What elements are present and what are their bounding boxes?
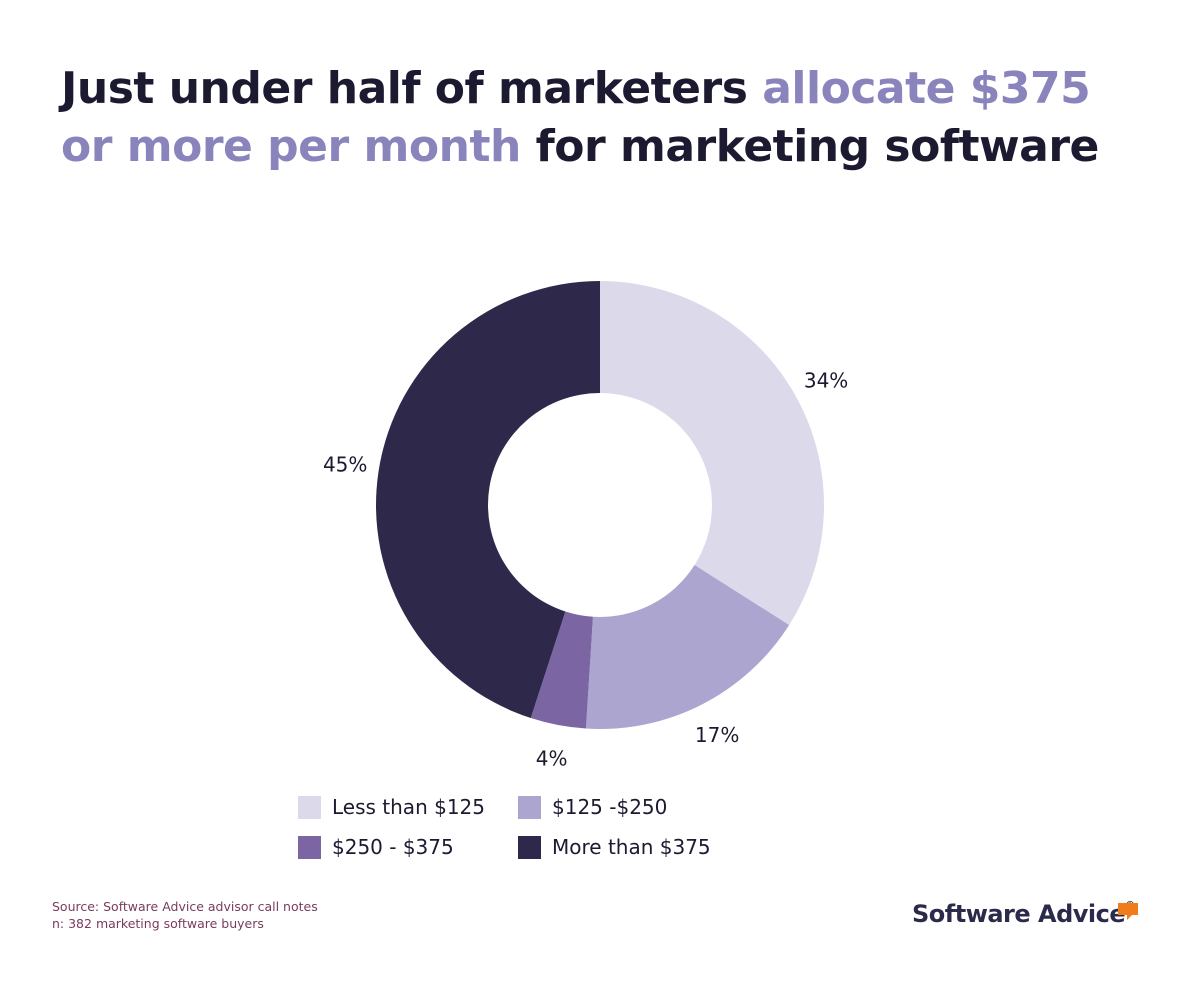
logo-text: Software Advice — [912, 900, 1126, 928]
legend-item-250-375: $250 - $375 — [298, 834, 518, 860]
sample-size-line: n: 382 marketing software buyers — [52, 916, 264, 931]
data-label-less-than-125: 34% — [804, 369, 848, 393]
legend-swatch — [298, 795, 321, 819]
slice-more-than-375 — [375, 281, 600, 719]
slice-250-375 — [530, 611, 593, 729]
title-part-2: for marketing software — [520, 121, 1100, 172]
software-advice-logo: Software Advice® — [912, 900, 1135, 928]
data-label-250-375: 4% — [536, 746, 568, 770]
legend-label: Less than $125 — [332, 795, 485, 819]
chart-legend: Less than $125 $125 -$250 $250 - $375 Mo… — [298, 794, 938, 860]
title-part-1: Just under half of marketers — [61, 63, 763, 114]
legend-swatch — [518, 795, 541, 819]
legend-item-125-250: $125 -$250 — [518, 794, 738, 820]
legend-swatch — [298, 835, 321, 859]
source-line: Source: Software Advice advisor call not… — [52, 899, 318, 914]
legend-label: $125 -$250 — [552, 795, 668, 819]
speech-bubble-icon — [1118, 903, 1138, 920]
slice-less-than-125 — [600, 281, 825, 626]
legend-swatch — [518, 835, 541, 859]
legend-item-less-than-125: Less than $125 — [298, 794, 518, 820]
source-note: Source: Software Advice advisor call not… — [52, 898, 318, 932]
data-label-more-than-375: 45% — [323, 453, 367, 477]
chart-title: Just under half of marketers allocate $3… — [61, 60, 1141, 176]
donut-chart: 34% 17% 4% 45% — [323, 281, 848, 770]
slice-125-250 — [585, 565, 790, 730]
legend-label: $250 - $375 — [332, 835, 454, 859]
data-label-125-250: 17% — [695, 723, 739, 747]
legend-item-more-than-375: More than $375 — [518, 834, 738, 860]
legend-label: More than $375 — [552, 835, 711, 859]
title-highlight: allocate $375 or more per month — [61, 63, 1091, 172]
